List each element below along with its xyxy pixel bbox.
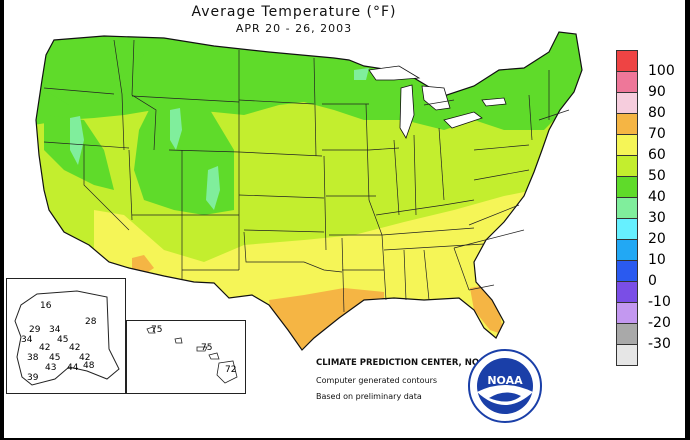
hawaii-value: 75 [151,325,163,335]
us-temperature-map [35,31,583,351]
legend-swatch [616,239,638,261]
legend-swatch [616,197,638,219]
legend-swatch [616,155,638,177]
alaska-value: 43 [45,363,57,373]
state-boundaries [43,39,570,313]
legend-swatch [616,323,638,345]
alaska-value: 42 [39,343,51,353]
legend-label: 90 [648,84,666,100]
legend-label: 50 [648,168,666,184]
map-subtitle: APR 20 - 26, 2003 [235,22,353,35]
legend-label: 60 [648,147,666,163]
legend-swatch [616,281,638,303]
alaska-value: 42 [69,343,81,353]
alaska-value: 34 [21,335,33,345]
us-outline [35,31,583,351]
hawaii-inset: 75 75 72 [126,320,246,394]
legend-label: -30 [648,336,671,352]
alaska-value: 38 [27,353,39,363]
credit-center: CLIMATE PREDICTION CENTER, NOAA [316,358,492,368]
legend-swatch [616,134,638,156]
legend-label: 80 [648,105,666,121]
alaska-value: 16 [40,301,52,311]
alaska-value: 48 [83,361,95,371]
hawaii-value: 75 [201,343,213,353]
legend-swatch [616,113,638,135]
legend-swatch [616,260,638,282]
alaska-value: 34 [49,325,61,335]
map-frame: Average Temperature (°F) APR 20 - 26, 20… [4,0,685,438]
alaska-value: 44 [67,363,79,373]
legend-swatch [616,92,638,114]
credit-contours: Computer generated contours [316,376,438,385]
legend-label: 30 [648,210,666,226]
legend-label: 20 [648,231,666,247]
legend-label: 40 [648,189,666,205]
legend-label: -20 [648,315,671,331]
legend-label: 0 [648,273,657,289]
hawaii-value: 72 [225,365,237,375]
credit-data: Based on preliminary data [316,392,422,401]
alaska-value: 45 [57,335,69,345]
legend-swatch [616,71,638,93]
alaska-value: 28 [85,317,97,327]
alaska-value: 45 [49,353,61,363]
hawaii-islands [146,326,238,384]
alaska-outline [14,290,120,386]
alaska-inset: 16 28 29 34 34 45 42 38 42 45 42 43 44 4… [6,278,126,394]
noaa-logo: NOAA [468,349,542,423]
legend-swatch [616,218,638,240]
alaska-value: 29 [29,325,41,335]
alaska-value: 39 [27,373,39,383]
legend-label: -10 [648,294,671,310]
legend-label: 100 [648,63,675,79]
legend-swatch [616,344,638,366]
alaska-value: 42 [79,353,91,363]
great-lakes [368,65,507,139]
legend-label: 70 [648,126,666,142]
legend-swatch [616,176,638,198]
map-title: Average Temperature (°F) [191,4,397,20]
legend-label: 10 [648,252,666,268]
legend-swatch [616,302,638,324]
noaa-logo-text: NOAA [487,374,523,387]
legend-swatch [616,50,638,72]
